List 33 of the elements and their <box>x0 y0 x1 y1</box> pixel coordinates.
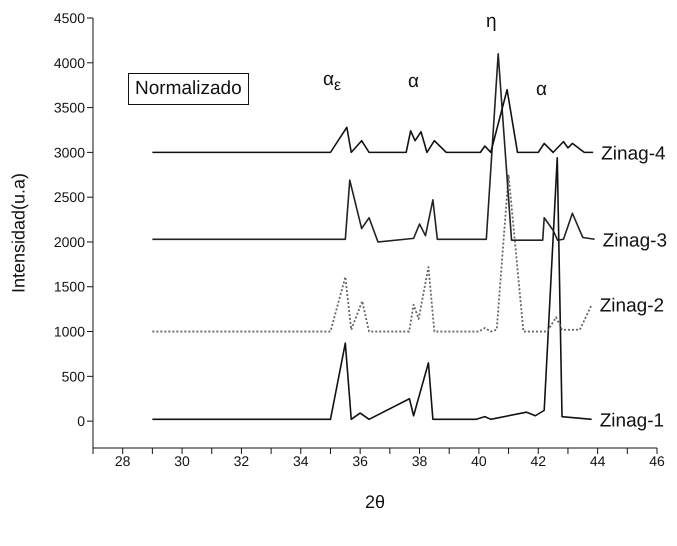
annotation: α <box>408 70 419 94</box>
y-tick-label: 2000 <box>54 234 86 250</box>
x-tick-label: 46 <box>649 452 665 469</box>
y-tick-label: 1500 <box>54 278 86 295</box>
series-label: Zinag-3 <box>602 230 668 252</box>
line-series <box>151 174 593 332</box>
annotation: η <box>486 10 497 34</box>
y-axis-title: Intensidad(u.a) <box>8 172 28 294</box>
x-tick-label: 30 <box>174 452 190 469</box>
x-tick-label: 34 <box>293 452 309 469</box>
x-axis-title: 2θ <box>364 492 386 512</box>
y-tick-label: 500 <box>62 368 86 384</box>
y-tick-label: 4500 <box>54 10 86 26</box>
x-tick-label: 38 <box>412 452 428 469</box>
series-label: Zinag-4 <box>601 143 666 164</box>
x-tick-label: 32 <box>234 452 250 469</box>
y-tick-label: 2500 <box>54 189 86 206</box>
x-tick-label: 36 <box>352 452 368 469</box>
series-label: Zinag-2 <box>600 296 664 317</box>
y-tick-label: 0 <box>77 413 86 430</box>
y-tick-label: 4000 <box>54 54 86 71</box>
y-tick-label: 1000 <box>54 324 86 340</box>
annotation: α$_{ε}$ <box>323 68 342 96</box>
annotation: α <box>536 78 547 102</box>
y-tick-label: 3000 <box>54 144 86 160</box>
series-label: Zinag-1 <box>600 410 664 432</box>
x-tick-label: 28 <box>114 452 131 469</box>
x-tick-label: 44 <box>590 452 606 469</box>
x-tick-label: 40 <box>471 452 487 469</box>
x-tick-label: 42 <box>530 452 546 469</box>
y-tick-label: 3500 <box>54 100 86 116</box>
line-series <box>152 156 592 420</box>
annotation: Normalizado <box>128 73 249 105</box>
